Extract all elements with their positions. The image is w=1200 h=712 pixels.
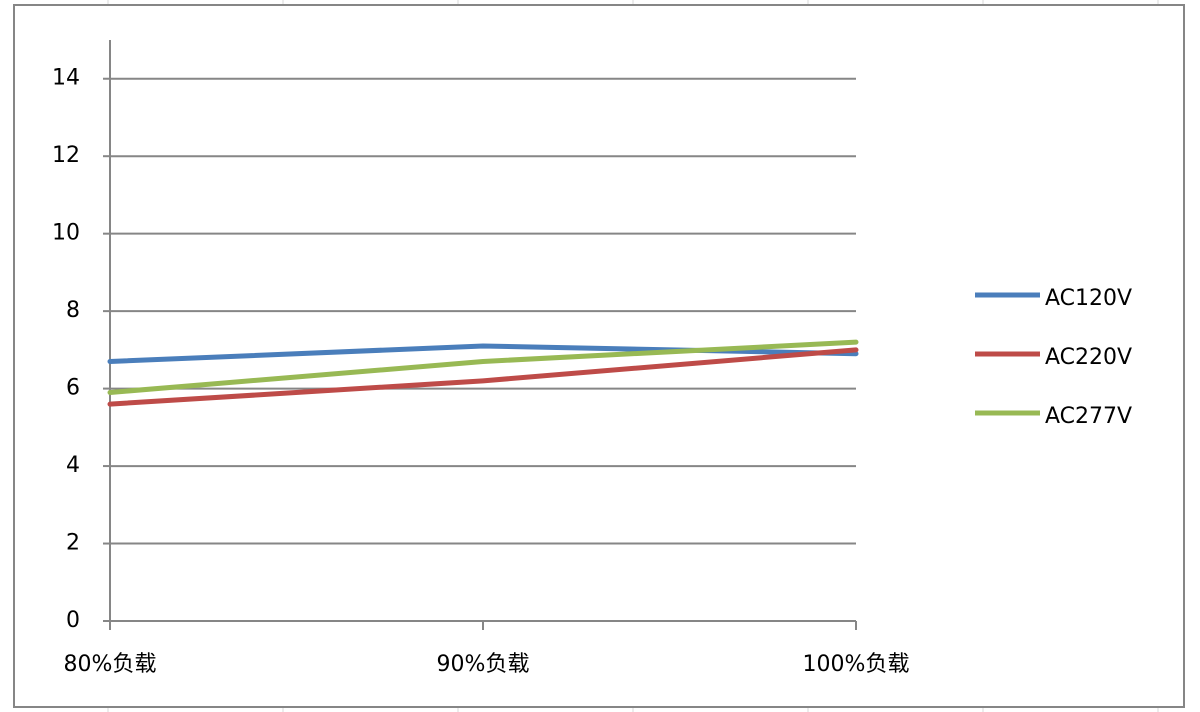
legend-label: AC220V xyxy=(1045,345,1132,370)
y-tick-label: 6 xyxy=(66,376,80,401)
y-tick-label: 10 xyxy=(52,221,80,246)
y-tick-label: 14 xyxy=(52,66,80,91)
series-line xyxy=(107,339,859,395)
x-tick-label: 100%负载 xyxy=(803,652,910,677)
legend-label: AC120V xyxy=(1045,286,1132,311)
y-tick-label: 0 xyxy=(66,608,80,633)
y-tick-label: 2 xyxy=(66,531,80,556)
legend-label: AC277V xyxy=(1045,404,1132,429)
series-line xyxy=(107,347,859,407)
y-tick-label: 12 xyxy=(52,143,80,168)
x-tick-label: 80%负载 xyxy=(64,652,157,677)
x-tick-label: 90%负载 xyxy=(437,652,530,677)
y-tick-label: 4 xyxy=(66,453,80,478)
series-line xyxy=(107,343,859,364)
y-tick-label: 8 xyxy=(66,298,80,323)
